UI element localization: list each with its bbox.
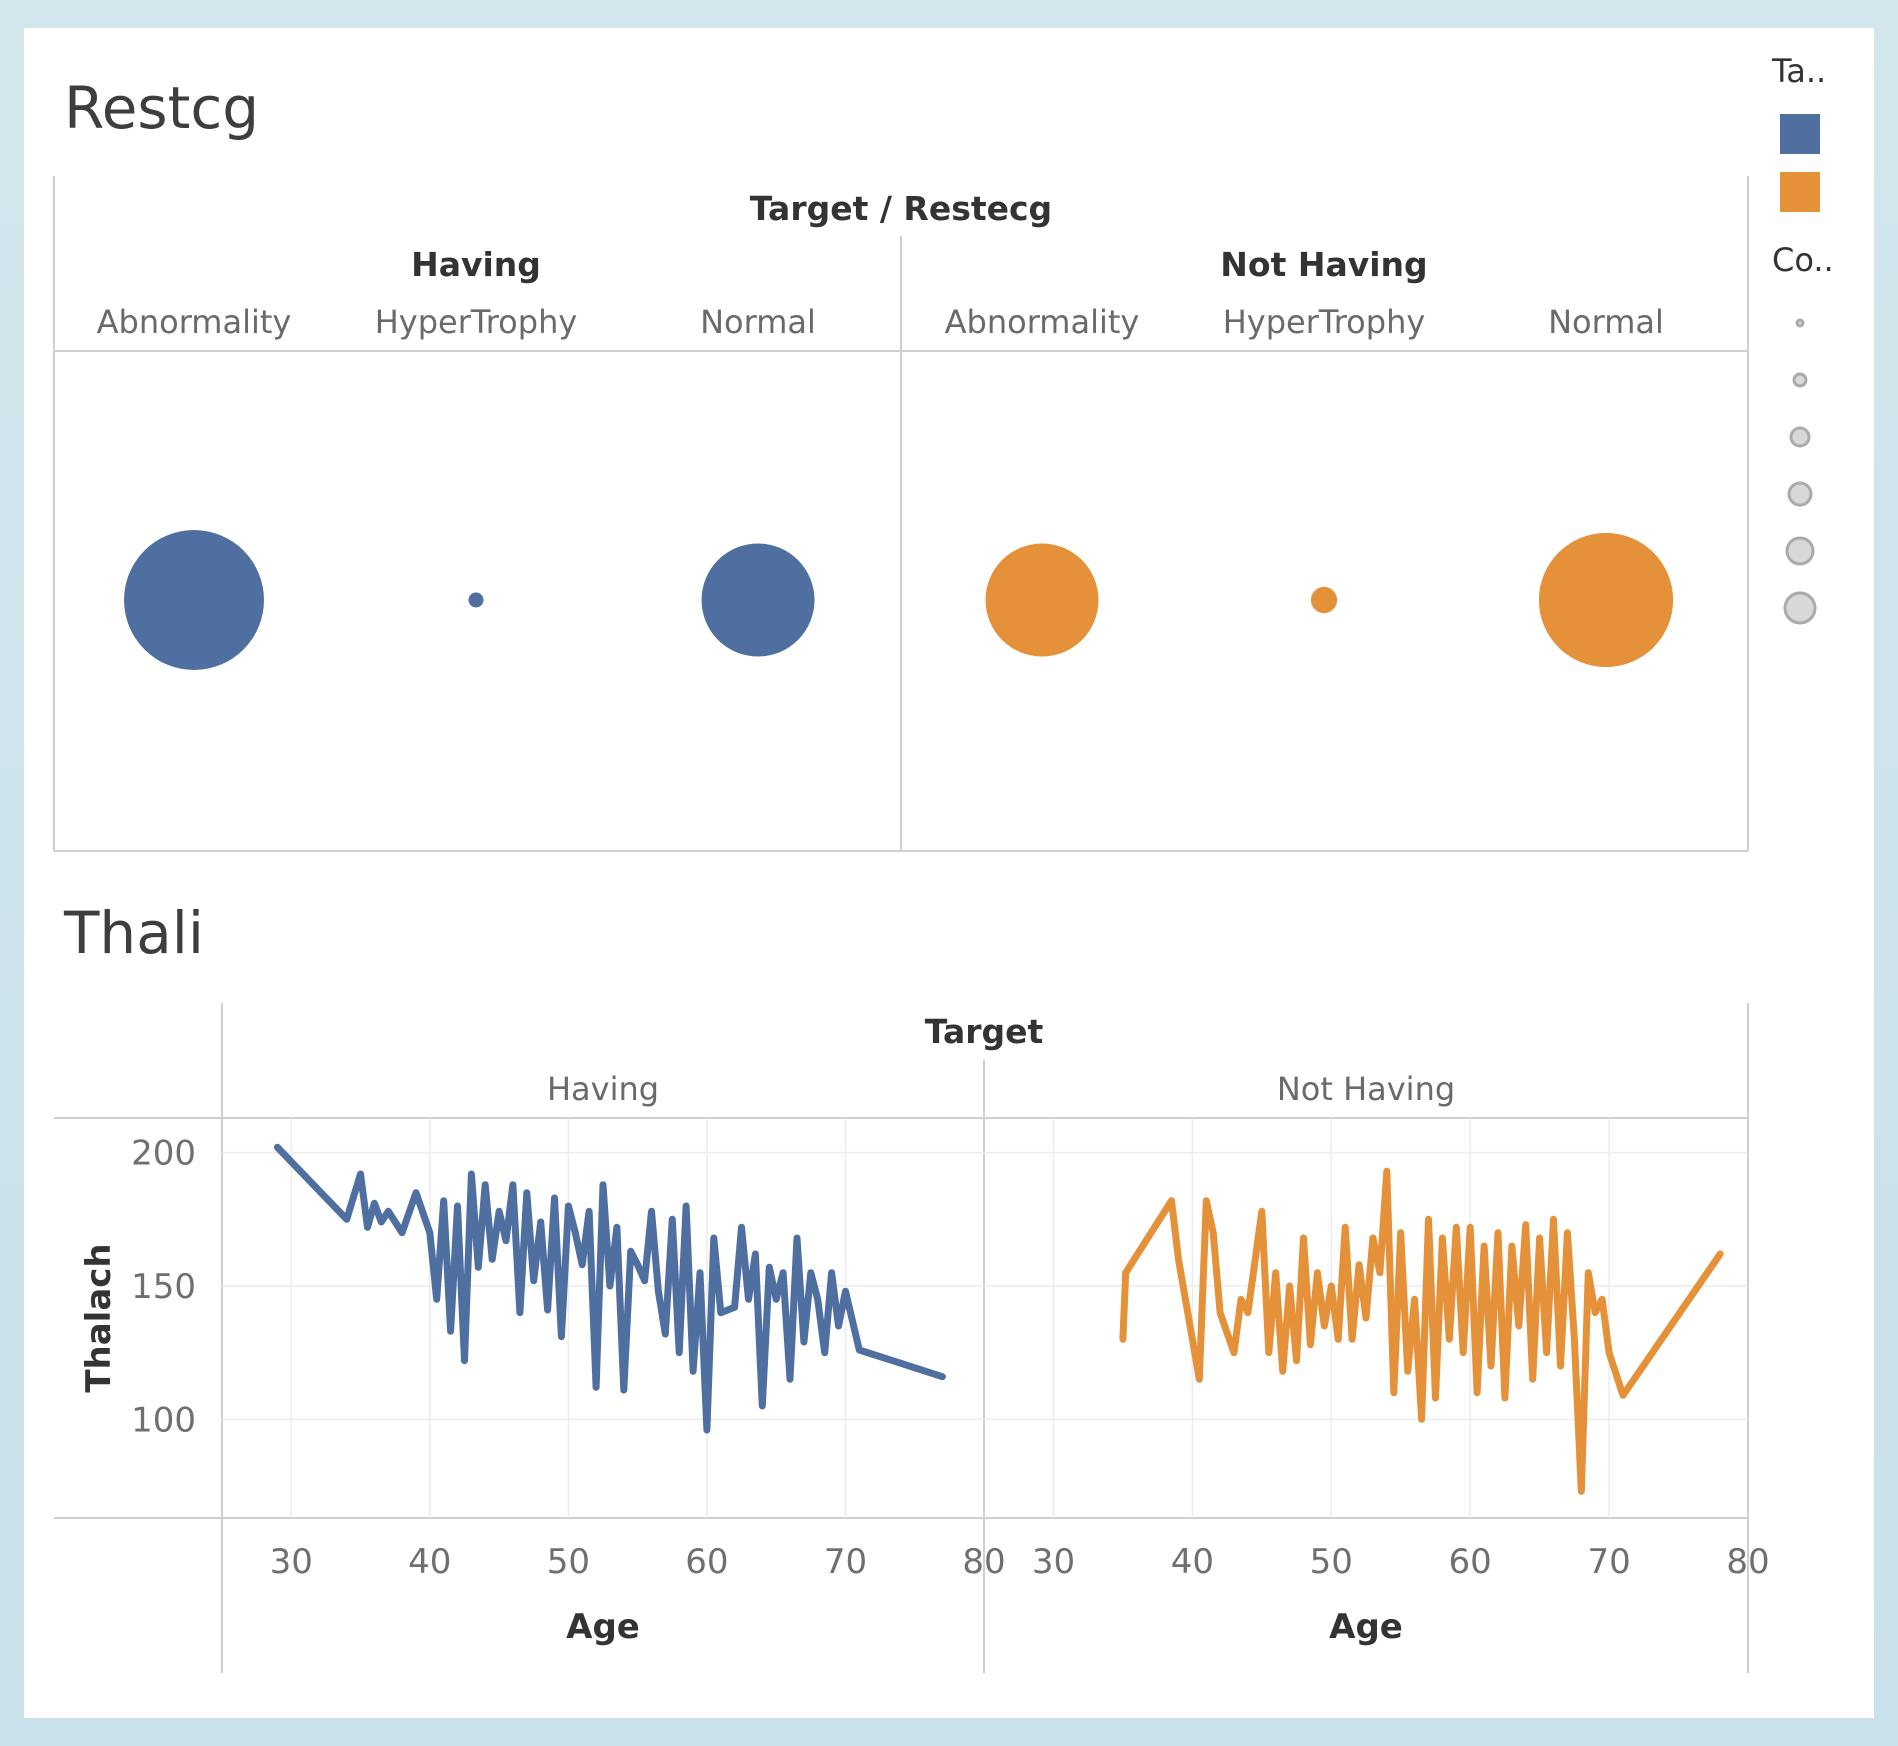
- x-tick-label: 60: [1449, 1542, 1492, 1582]
- line-series-having: [273, 1143, 946, 1434]
- thali-x-ticks: 30 40 50 60 70 80 30 40 50 60 70 80: [270, 1542, 1770, 1582]
- restcg-cat-nothaving-normal: Normal: [1548, 303, 1664, 341]
- legend-size-circle: [1783, 591, 1817, 625]
- legend-size-circle: [1792, 372, 1808, 388]
- restcg-header: Target / Restecg: [750, 189, 1052, 228]
- y-tick-label: 100: [131, 1400, 196, 1440]
- restcg-cat-having-hypertrophy: HyperTrophy: [375, 303, 578, 341]
- thali-title: Thali: [63, 899, 204, 967]
- line-series-not-having: [1119, 1167, 1724, 1495]
- restcg-frame: [53, 176, 1749, 852]
- thali-y-axis-title: Thalach: [79, 1243, 119, 1392]
- thali-frame: [54, 1003, 1749, 1673]
- thali-panel-having-label: Having: [547, 1070, 659, 1108]
- bubble-not-having-abnormality: [985, 543, 1099, 657]
- bubble-having-hypertrophy: [468, 592, 484, 608]
- x-tick-label: 30: [1032, 1542, 1075, 1582]
- bubble-not-having-hypertrophy: [1310, 586, 1338, 614]
- x-tick-label: 80: [1726, 1542, 1769, 1582]
- thali-series-lines: [273, 1143, 1724, 1495]
- bubble-having-abnormality: [124, 530, 264, 670]
- restcg-bubbles: [124, 530, 1674, 670]
- legend-size-circle: [1789, 426, 1811, 448]
- legend-size-circles: [1783, 318, 1817, 625]
- thali-header: Target: [925, 1012, 1044, 1051]
- y-tick-label: 150: [131, 1267, 196, 1307]
- x-tick-label: 70: [824, 1542, 867, 1582]
- x-tick-label: 60: [685, 1542, 728, 1582]
- legend-size-title: Co..: [1772, 241, 1834, 279]
- bubble-not-having-normal: [1538, 532, 1674, 668]
- restcg-cat-having-normal: Normal: [700, 303, 816, 341]
- x-tick-label: 30: [270, 1542, 313, 1582]
- legend-size-circle: [1795, 318, 1805, 328]
- legend-swatch-having: [1780, 114, 1820, 154]
- thali-panel-not-having-label: Not Having: [1277, 1070, 1455, 1108]
- x-tick-label: 80: [962, 1542, 1005, 1582]
- x-tick-label: 50: [547, 1542, 590, 1582]
- restcg-title: Restcg: [64, 74, 259, 142]
- legend-swatch-not-having: [1780, 172, 1820, 212]
- x-tick-label: 70: [1587, 1542, 1630, 1582]
- dashboard-svg: Restcg Target / Restecg Having Not Havin…: [53, 52, 1834, 1673]
- restcg-cat-nothaving-hypertrophy: HyperTrophy: [1223, 303, 1426, 341]
- legend-size-circle: [1785, 536, 1815, 566]
- restcg-cat-having-abnormality: Abnormality: [97, 303, 292, 341]
- restcg-cat-nothaving-abnormality: Abnormality: [945, 303, 1140, 341]
- thali-y-ticks: 100 150 200: [131, 1134, 196, 1441]
- x-tick-label: 50: [1310, 1542, 1353, 1582]
- dashboard-canvas: Restcg Target / Restecg Having Not Havin…: [24, 28, 1874, 1718]
- y-tick-label: 200: [131, 1134, 196, 1174]
- bubble-having-normal: [701, 543, 815, 657]
- thali-x-axis-title-having: Age: [566, 1607, 640, 1647]
- thali-x-axis-title-not-having: Age: [1329, 1607, 1403, 1647]
- legend-color-title: Ta..: [1771, 52, 1826, 90]
- legend-size-circle: [1787, 481, 1813, 507]
- restcg-group-having: Having: [411, 245, 541, 284]
- x-tick-label: 40: [408, 1542, 451, 1582]
- x-tick-label: 40: [1171, 1542, 1214, 1582]
- restcg-group-not-having: Not Having: [1220, 245, 1427, 284]
